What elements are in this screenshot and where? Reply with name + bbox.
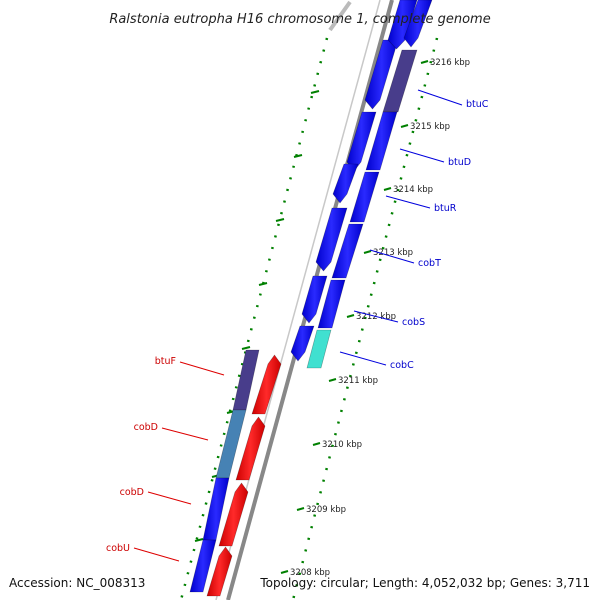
gene-label-btuC: btuC bbox=[466, 99, 489, 110]
scale-tick bbox=[400, 124, 409, 128]
accession-label: Accession: NC_008313 bbox=[9, 576, 146, 590]
gene-label-btuR: btuR bbox=[434, 203, 457, 214]
label-leader-line bbox=[161, 427, 209, 441]
forward-gene bbox=[387, 0, 418, 50]
gene-label-cobU: cobU bbox=[106, 543, 130, 554]
gene-label-cobD: cobD bbox=[134, 422, 158, 433]
reverse-gene bbox=[218, 482, 249, 547]
scale-tick bbox=[328, 378, 337, 382]
forward-gene bbox=[301, 275, 328, 324]
scale-tick bbox=[280, 570, 289, 574]
outer-major-tick bbox=[275, 218, 285, 222]
gene-label-cobC: cobC bbox=[390, 360, 414, 371]
scale-tick bbox=[363, 250, 372, 254]
label-leader-line bbox=[179, 361, 225, 376]
gene-label-cobT: cobT bbox=[418, 258, 441, 269]
gene-label-cobS: cobS bbox=[402, 317, 425, 328]
btuR-gene bbox=[349, 171, 380, 223]
genes-layer bbox=[189, 0, 433, 597]
label-leader-line bbox=[417, 89, 463, 106]
btuC-gene bbox=[382, 49, 418, 113]
scale-tick bbox=[383, 187, 392, 191]
btuD-gene bbox=[365, 111, 398, 171]
tick-label: 3214 kbp bbox=[393, 185, 433, 195]
cobS-gene bbox=[317, 279, 346, 329]
cobT-gene bbox=[331, 223, 364, 279]
forward-gene bbox=[315, 207, 348, 272]
label-leader-line bbox=[339, 351, 387, 366]
forward-gene bbox=[346, 111, 377, 172]
label-leader-line bbox=[369, 249, 415, 264]
reverse-gene bbox=[206, 546, 233, 597]
tick-label: 3215 kbp bbox=[410, 122, 450, 132]
btuF-gene bbox=[232, 349, 260, 411]
gene-label-btuD: btuD bbox=[448, 157, 471, 168]
reverse-gene bbox=[251, 354, 282, 415]
tick-label: 3211 kbp bbox=[338, 376, 378, 386]
gene-label-cobD: cobD bbox=[120, 487, 144, 498]
label-leader-line bbox=[147, 491, 192, 505]
tick-label: 3208 kbp bbox=[290, 568, 330, 578]
outer-major-tick bbox=[310, 90, 320, 94]
scale-tick bbox=[346, 314, 355, 318]
reverse-gene bbox=[235, 416, 266, 481]
scale-tick bbox=[312, 442, 321, 446]
forward-gene bbox=[403, 0, 433, 48]
label-leader-line bbox=[353, 310, 399, 323]
label-leader-line bbox=[133, 547, 180, 562]
outer-scale-ring bbox=[179, 37, 329, 600]
outer-major-tick bbox=[241, 346, 251, 350]
label-leader-line bbox=[399, 148, 445, 163]
cobC-gene bbox=[306, 329, 332, 369]
tick-label: 3216 kbp bbox=[430, 58, 470, 68]
outer-major-tick bbox=[194, 538, 204, 542]
scale-tick bbox=[296, 507, 305, 511]
backbone-top-fragment bbox=[328, 0, 352, 32]
outer-major-tick bbox=[293, 154, 303, 158]
tick-label: 3209 kbp bbox=[306, 505, 346, 515]
outer-major-tick bbox=[258, 282, 268, 286]
gene-label-btuF: btuF bbox=[155, 356, 176, 367]
topology-label: Topology: circular; Length: 4,052,032 bp… bbox=[260, 576, 590, 590]
inner-scale-ring bbox=[291, 37, 439, 600]
cobU-gene bbox=[189, 539, 217, 593]
forward-gene bbox=[332, 163, 359, 204]
tick-label: 3213 kbp bbox=[373, 248, 413, 258]
forward-gene bbox=[290, 325, 315, 362]
map-title: Ralstonia eutropha H16 chromosome 1, com… bbox=[109, 12, 490, 27]
label-leader-line bbox=[385, 195, 431, 209]
tick-label: 3210 kbp bbox=[322, 440, 362, 450]
scale-tick bbox=[420, 60, 429, 64]
